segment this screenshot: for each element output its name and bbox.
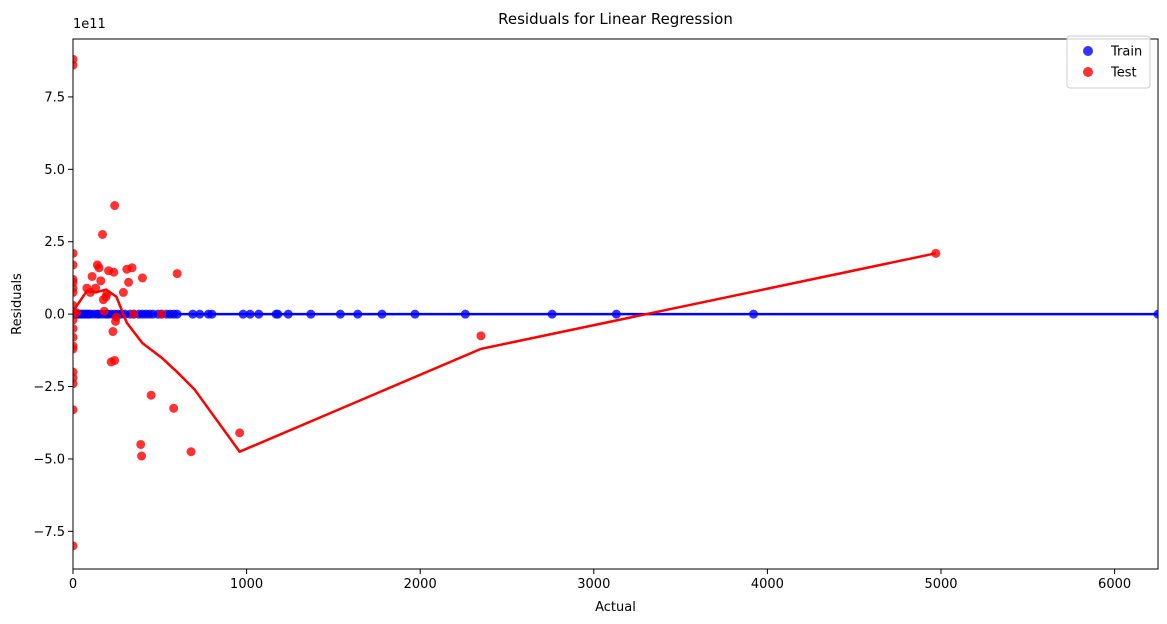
test-point [186, 447, 196, 457]
test-point [137, 273, 147, 283]
legend-train-label: Train [1110, 45, 1142, 60]
test-point [129, 309, 139, 319]
test-point [118, 287, 128, 297]
x-tick-label: 1000 [230, 577, 263, 592]
train-point [611, 309, 621, 319]
train-point [207, 309, 217, 319]
test-point [73, 248, 78, 258]
train-point [749, 309, 759, 319]
train-point [410, 309, 420, 319]
test-point [73, 332, 78, 342]
legend-test-marker [1083, 67, 1093, 77]
y-tick-label: −5.0 [33, 452, 65, 467]
test-point [96, 276, 106, 286]
x-tick-label: 4000 [751, 577, 784, 592]
test-point [98, 229, 108, 239]
data-layer [73, 54, 1158, 551]
y-tick-label: 7.5 [44, 90, 65, 105]
test-point [73, 60, 78, 70]
test-point [110, 355, 120, 365]
test-point [146, 390, 156, 400]
axes-frame [72, 38, 1159, 570]
test-point [94, 263, 104, 273]
test-point [73, 260, 78, 270]
y-tick-label: −7.5 [33, 525, 65, 540]
train-point [353, 309, 363, 319]
test-point [235, 428, 245, 438]
test-point [73, 324, 78, 334]
test-point [127, 263, 137, 273]
test-point [109, 267, 119, 277]
y-tick-label: −2.5 [33, 380, 65, 395]
y-tick-label: 2.5 [44, 235, 65, 250]
train-point [172, 309, 182, 319]
x-tick-label: 3000 [577, 577, 610, 592]
train-point [377, 309, 387, 319]
x-tick-label: 0 [69, 577, 77, 592]
chart-title: Residuals for Linear Regression [498, 10, 733, 28]
train-point [460, 309, 470, 319]
train-point [306, 309, 316, 319]
legend: Train Test [1066, 35, 1151, 89]
train-point [547, 309, 557, 319]
train-point [335, 309, 345, 319]
x-tick-label: 5000 [924, 577, 957, 592]
test-point [73, 344, 78, 354]
test-point [169, 403, 179, 413]
train-point [283, 309, 293, 319]
test-point [111, 312, 121, 322]
y-offset-label: 1e11 [73, 17, 106, 32]
x-tick-label: 2000 [404, 577, 437, 592]
train-point [254, 309, 264, 319]
y-tick-label: 0.0 [44, 308, 65, 323]
test-point [137, 451, 147, 461]
x-axis-title: Actual [595, 600, 636, 615]
test-point [73, 405, 78, 415]
test-point [476, 331, 486, 341]
y-tick-label: 5.0 [44, 163, 65, 178]
test-point [110, 201, 120, 211]
train-point [188, 309, 198, 319]
legend-test-label: Test [1110, 66, 1137, 81]
train-point [273, 309, 283, 319]
test-point [73, 379, 78, 389]
train-point [245, 309, 255, 319]
test-point [108, 327, 118, 337]
test-point [124, 277, 134, 287]
y-axis-title: Residuals [10, 273, 25, 335]
test-trend-line [73, 252, 937, 453]
legend-train-marker [1083, 46, 1093, 56]
test-point [73, 315, 78, 325]
train-point [195, 309, 205, 319]
test-point [172, 269, 182, 279]
x-axis: 0 1000 2000 3000 4000 5000 6000 [69, 569, 1131, 592]
test-point [87, 271, 97, 281]
test-point [157, 309, 167, 319]
test-point [73, 287, 78, 297]
test-point [99, 306, 109, 316]
y-axis: −7.5 −5.0 −2.5 0.0 2.5 5.0 7.5 [33, 90, 73, 540]
train-point [238, 309, 248, 319]
x-tick-label: 6000 [1098, 577, 1131, 592]
train-point [1153, 309, 1158, 319]
test-point [91, 283, 101, 293]
test-point [73, 541, 78, 551]
test-point [136, 439, 146, 449]
